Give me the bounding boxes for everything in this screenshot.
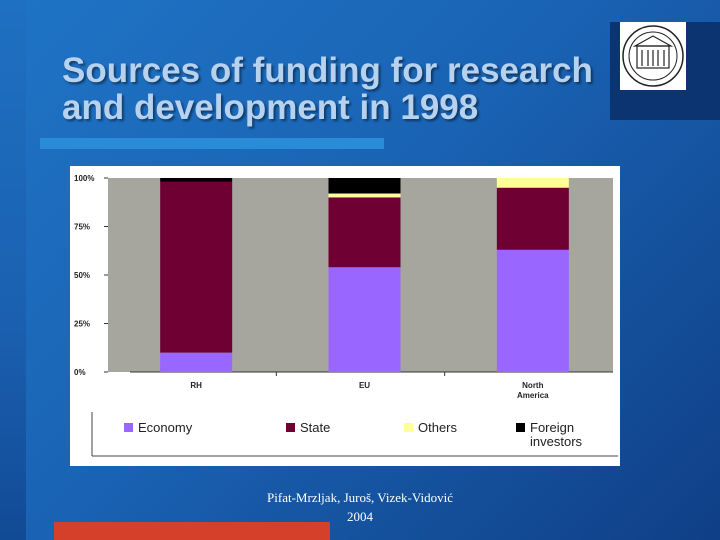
bottom-accent-bar — [54, 522, 330, 540]
legend-swatch-state — [286, 423, 295, 432]
legend-label: State — [300, 420, 330, 435]
y-tick-label: 100% — [74, 174, 94, 183]
bar-segment-economy — [160, 352, 233, 372]
x-tick-label: America — [517, 391, 549, 400]
x-tick-label: RH — [190, 381, 202, 390]
legend-swatch-others — [404, 423, 413, 432]
x-tick-label: EU — [359, 381, 370, 390]
bar-segment-state — [496, 187, 569, 250]
footer-year: 2004 — [347, 509, 373, 524]
slide-title: Sources of funding for research and deve… — [62, 51, 593, 127]
legend-swatch-foreign-investors — [516, 423, 525, 432]
bar-segment-others — [496, 178, 569, 188]
bar-segment-state — [160, 181, 233, 353]
y-tick-label: 50% — [74, 271, 90, 280]
university-seal-icon — [620, 22, 686, 90]
footer-credit: Pifat-Mrzljak, Juroš, Vizek-Vidović 2004 — [250, 488, 470, 526]
bar-segment-economy — [496, 249, 569, 372]
y-tick-label: 25% — [74, 320, 90, 329]
legend-label: investors — [530, 434, 583, 449]
y-tick-label: 0% — [74, 368, 86, 377]
y-tick-label: 75% — [74, 223, 90, 232]
bar-segment-state — [328, 197, 401, 268]
chart-container: 0% 25% 50% 75% 100% RH EU North America Economy St… — [70, 166, 620, 466]
footer-authors: Pifat-Mrzljak, Juroš, Vizek-Vidović — [267, 490, 453, 505]
legend-label: Others — [418, 420, 458, 435]
legend-label: Foreign — [530, 420, 574, 435]
bar-segment-economy — [328, 267, 401, 372]
bar-segment-others — [328, 193, 401, 198]
legend-label: Economy — [138, 420, 193, 435]
legend-swatch-economy — [124, 423, 133, 432]
left-accent-strip — [0, 0, 26, 540]
bar-segment-foreign-investors — [160, 178, 233, 182]
bar-segment-foreign-investors — [328, 178, 401, 194]
title-underline — [40, 138, 384, 149]
x-tick-label: North — [522, 381, 543, 390]
